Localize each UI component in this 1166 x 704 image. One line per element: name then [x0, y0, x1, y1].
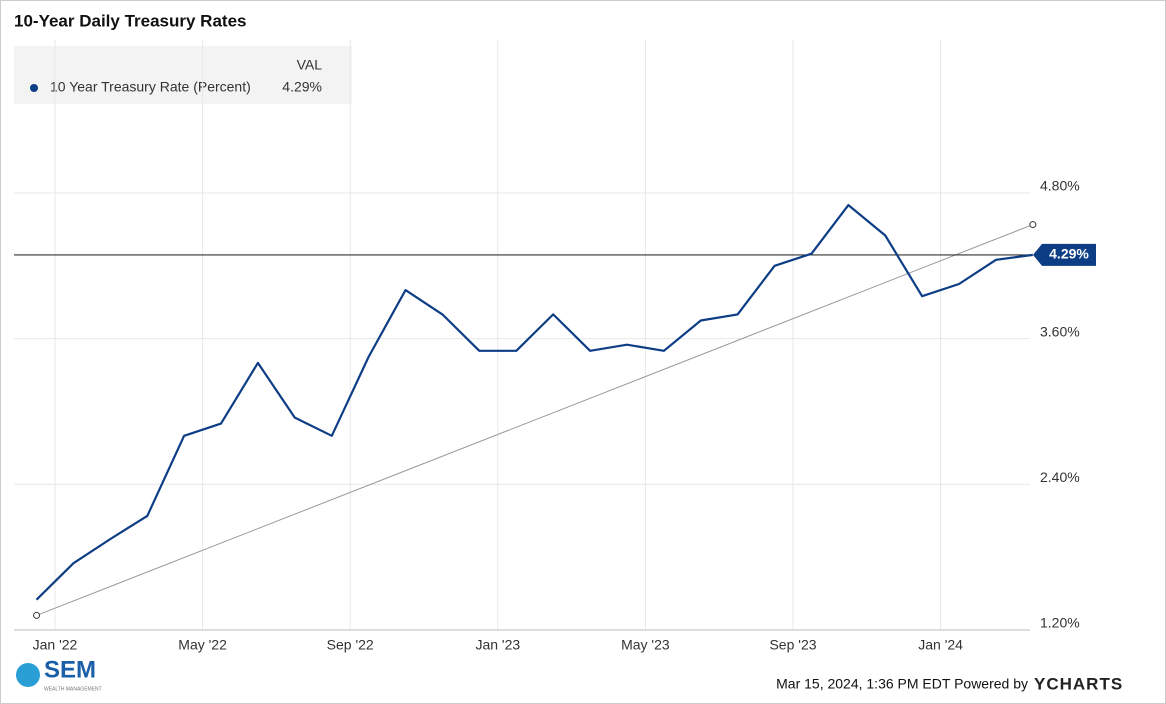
- x-tick-label: May '22: [178, 637, 227, 653]
- brand: YCHARTS: [1034, 674, 1123, 693]
- chart-title: 10-Year Daily Treasury Rates: [14, 11, 246, 30]
- legend-marker: [30, 84, 38, 92]
- value-badge-label: 4.29%: [1049, 246, 1089, 262]
- x-tick-label: Sep '23: [769, 637, 816, 653]
- trend-end: [33, 611, 41, 619]
- logo-icon: [16, 663, 40, 687]
- y-tick-label: 2.40%: [1040, 469, 1080, 485]
- x-tick-label: May '23: [621, 637, 670, 653]
- trend-end: [1029, 221, 1037, 229]
- y-tick-label: 3.60%: [1040, 323, 1080, 339]
- y-tick-label: 1.20%: [1040, 615, 1080, 631]
- x-tick-label: Sep '22: [327, 637, 374, 653]
- logo: SEM WEALTH MANAGEMENT: [16, 656, 102, 692]
- series-line: [35, 204, 1033, 601]
- trend-line: [36, 224, 1034, 616]
- legend-label: 10 Year Treasury Rate (Percent): [50, 79, 251, 95]
- footer: Mar 15, 2024, 1:36 PM EDT Powered by: [776, 676, 1028, 692]
- logo-text: SEM: [44, 656, 96, 683]
- logo-sub: WEALTH MANAGEMENT: [44, 686, 102, 692]
- y-tick-label: 4.80%: [1040, 178, 1080, 194]
- value-badge: [1033, 243, 1096, 266]
- legend-value: 4.29%: [282, 79, 322, 95]
- legend-header: VAL: [297, 57, 323, 73]
- x-tick-label: Jan '22: [33, 637, 78, 653]
- x-tick-label: Jan '24: [918, 637, 963, 653]
- legend-box: [14, 46, 352, 104]
- x-tick-label: Jan '23: [475, 637, 520, 653]
